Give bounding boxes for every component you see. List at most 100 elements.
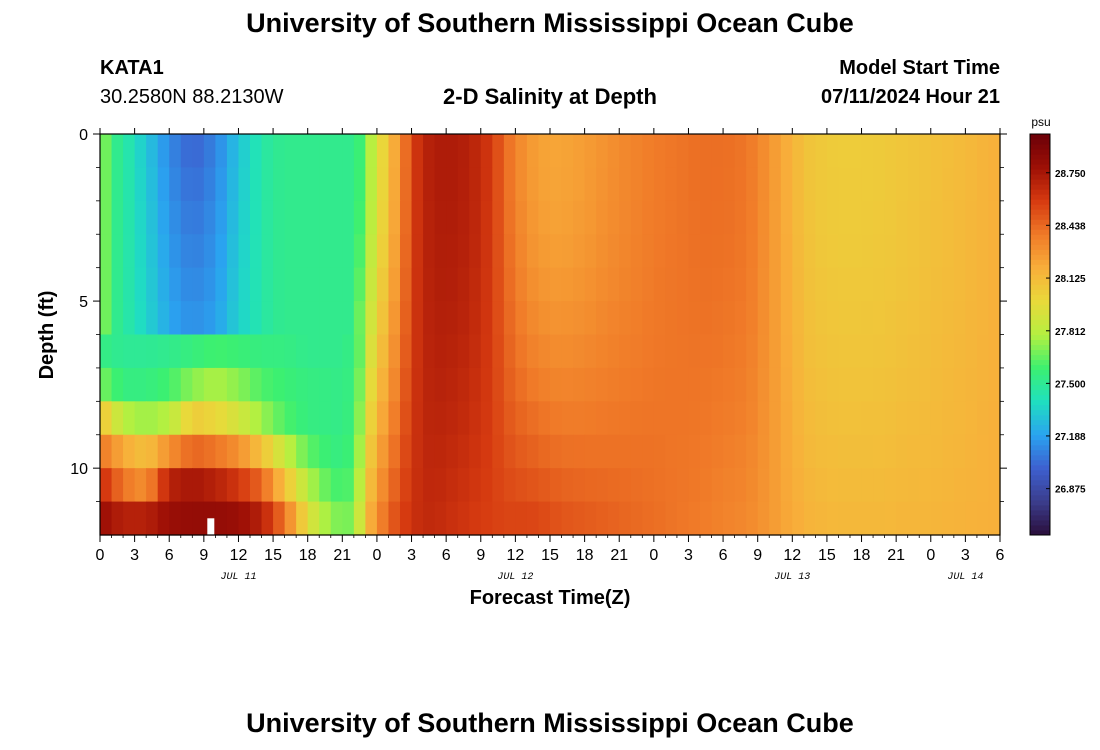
heatmap-cell bbox=[723, 334, 736, 369]
heatmap-cell bbox=[757, 401, 770, 436]
heatmap-cell bbox=[792, 401, 805, 436]
heatmap-cell bbox=[619, 401, 632, 436]
heatmap-cell bbox=[826, 301, 840, 336]
heatmap-cell bbox=[884, 301, 897, 336]
heatmap-cell bbox=[919, 267, 932, 302]
heatmap-cell bbox=[307, 134, 320, 169]
heatmap-cell bbox=[469, 267, 482, 302]
x-tick-label: 15 bbox=[818, 547, 836, 564]
colorbar-segment bbox=[1030, 474, 1050, 481]
heatmap-cell bbox=[746, 134, 759, 169]
heatmap-cell bbox=[400, 167, 413, 202]
heatmap-cell bbox=[273, 367, 286, 402]
heatmap-cell bbox=[261, 200, 274, 235]
heatmap-cell bbox=[953, 334, 966, 369]
heatmap-cell bbox=[284, 267, 297, 302]
heatmap-cell bbox=[838, 367, 851, 402]
heatmap-cell bbox=[838, 468, 851, 503]
colorbar-segment bbox=[1030, 479, 1050, 486]
heatmap-cell bbox=[538, 301, 551, 336]
heatmap-cell bbox=[907, 200, 920, 235]
heatmap-cell bbox=[919, 134, 932, 169]
heatmap-cell bbox=[480, 200, 493, 235]
heatmap-cell bbox=[976, 501, 990, 536]
heatmap-cell bbox=[815, 167, 828, 202]
heatmap-cell bbox=[469, 401, 482, 436]
heatmap-cell bbox=[550, 200, 563, 235]
heatmap-cell bbox=[480, 468, 493, 503]
heatmap-cell bbox=[930, 401, 943, 436]
heatmap-cell bbox=[538, 234, 551, 269]
heatmap-cell bbox=[226, 367, 240, 402]
heatmap-cell bbox=[434, 200, 447, 235]
heatmap-cell bbox=[215, 401, 228, 436]
heatmap-cell bbox=[238, 468, 251, 503]
heatmap-cell bbox=[526, 501, 540, 536]
heatmap-cell bbox=[884, 501, 897, 536]
heatmap-cell bbox=[492, 434, 505, 469]
heatmap-cell bbox=[550, 434, 563, 469]
heatmap-cell bbox=[376, 501, 390, 536]
heatmap-cell bbox=[734, 501, 747, 536]
heatmap-cell bbox=[723, 434, 736, 469]
heatmap-cell bbox=[792, 267, 805, 302]
heatmap-cell bbox=[792, 200, 805, 235]
heatmap-cell bbox=[630, 468, 643, 503]
heatmap-cell bbox=[100, 134, 113, 169]
heatmap-cell bbox=[573, 134, 586, 169]
heatmap-cell bbox=[376, 301, 390, 336]
heatmap-cell bbox=[642, 200, 655, 235]
heatmap-cell bbox=[884, 167, 897, 202]
heatmap-cell bbox=[261, 267, 274, 302]
heatmap-cell bbox=[653, 468, 666, 503]
heatmap-cell bbox=[573, 267, 586, 302]
heatmap-cell bbox=[769, 401, 782, 436]
heatmap-cell bbox=[815, 468, 828, 503]
heatmap-cell bbox=[515, 401, 528, 436]
heatmap-cell bbox=[873, 234, 886, 269]
heatmap-cell bbox=[792, 367, 805, 402]
heatmap-cell bbox=[723, 468, 736, 503]
x-tick-label: 12 bbox=[506, 547, 524, 564]
heatmap-cell bbox=[307, 334, 320, 369]
heatmap-cell bbox=[157, 167, 170, 202]
heatmap-cell bbox=[515, 200, 528, 235]
heatmap-cell bbox=[861, 401, 874, 436]
heatmap-cell bbox=[815, 401, 828, 436]
heatmap-cell bbox=[238, 134, 251, 169]
heatmap-cell bbox=[896, 468, 909, 503]
heatmap-cell bbox=[642, 301, 655, 336]
heatmap-cell bbox=[538, 200, 551, 235]
colorbar-segment bbox=[1030, 344, 1050, 351]
heatmap-cell bbox=[123, 301, 136, 336]
heatmap-cell bbox=[192, 234, 205, 269]
heatmap-cell bbox=[411, 200, 424, 235]
heatmap-cell bbox=[526, 367, 540, 402]
heatmap-cell bbox=[296, 234, 309, 269]
heatmap-cell bbox=[723, 167, 736, 202]
heatmap-cell bbox=[607, 134, 620, 169]
heatmap-cell bbox=[434, 301, 447, 336]
heatmap-cell bbox=[688, 167, 701, 202]
colorbar-segment bbox=[1030, 404, 1050, 411]
heatmap-cell bbox=[515, 234, 528, 269]
heatmap-cell bbox=[319, 468, 332, 503]
colorbar-segment bbox=[1030, 214, 1050, 220]
heatmap-cell bbox=[376, 367, 390, 402]
colorbar-segment bbox=[1030, 279, 1050, 285]
heatmap-cell bbox=[503, 401, 516, 436]
colorbar-segment bbox=[1030, 334, 1050, 341]
heatmap-cell bbox=[953, 200, 966, 235]
heatmap-cell bbox=[873, 401, 886, 436]
heatmap-cell bbox=[284, 234, 297, 269]
colorbar-segment bbox=[1030, 459, 1050, 466]
heatmap-cell bbox=[723, 200, 736, 235]
heatmap-cell bbox=[815, 434, 828, 469]
heatmap-cell bbox=[250, 367, 263, 402]
heatmap-cell bbox=[146, 501, 159, 536]
heatmap-cell bbox=[503, 167, 516, 202]
heatmap-cell bbox=[619, 434, 632, 469]
heatmap-cell bbox=[296, 267, 309, 302]
heatmap-cell bbox=[111, 134, 124, 169]
heatmap-cell bbox=[180, 501, 193, 536]
